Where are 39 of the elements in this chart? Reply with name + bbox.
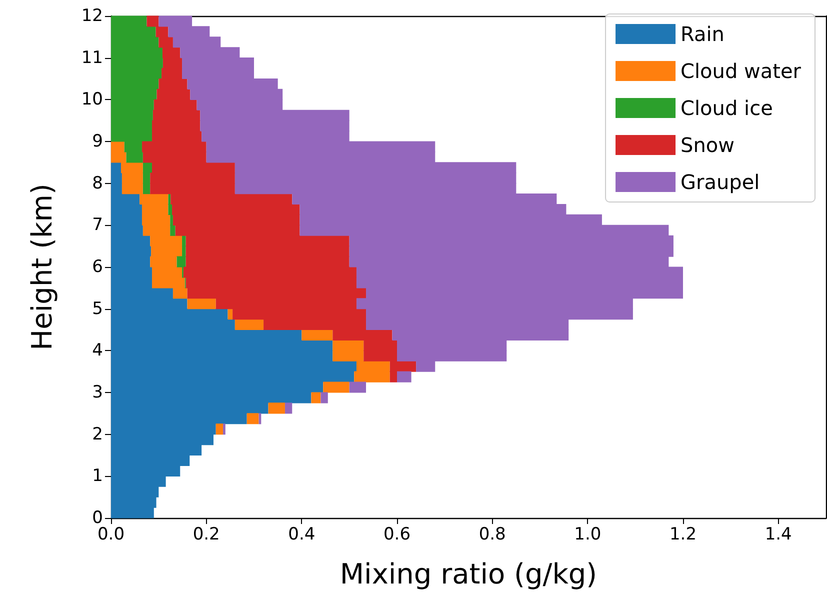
legend-label: Rain	[680, 22, 724, 46]
bar	[397, 371, 412, 382]
y-axis-title: Height (km)	[26, 184, 58, 350]
x-tick-label: 0.8	[478, 524, 506, 544]
y-tick-label: 12	[81, 6, 103, 26]
y-tick-label: 6	[92, 257, 103, 277]
legend-label: Cloud water	[680, 59, 802, 83]
x-axis-title: Mixing ratio (g/kg)	[340, 558, 598, 590]
y-tick-label: 9	[92, 132, 103, 152]
bar	[246, 413, 259, 424]
y-tick-label: 4	[92, 340, 103, 361]
y-tick-label: 7	[92, 215, 103, 236]
x-tick-label: 1.4	[764, 524, 792, 544]
bar	[320, 392, 328, 404]
bar	[349, 382, 366, 393]
x-tick-label: 0.2	[192, 524, 220, 544]
bar	[284, 402, 292, 414]
y-tick-label: 5	[92, 298, 103, 319]
bar	[187, 298, 216, 310]
legend-label: Snow	[680, 133, 734, 157]
x-tick-label: 0.6	[383, 524, 411, 544]
y-tick-label: 11	[81, 48, 103, 68]
bar	[216, 424, 224, 435]
x-tick-label: 0.4	[288, 524, 316, 544]
bar	[311, 392, 321, 404]
bar	[323, 382, 350, 393]
x-tick-label: 1.0	[574, 524, 602, 544]
y-tick-label: 1	[92, 466, 103, 486]
y-tick-label: 10	[81, 90, 103, 110]
bar	[302, 329, 333, 341]
legend-label: Graupel	[680, 170, 760, 194]
x-tick-label: 1.2	[669, 524, 697, 544]
bar	[234, 318, 264, 330]
y-tick-label: 3	[92, 382, 103, 402]
y-tick-label: 2	[92, 424, 103, 444]
bar	[268, 402, 285, 414]
bar	[228, 308, 233, 320]
legend-label: Cloud ice	[680, 96, 773, 120]
y-tick-label: 8	[92, 173, 103, 194]
